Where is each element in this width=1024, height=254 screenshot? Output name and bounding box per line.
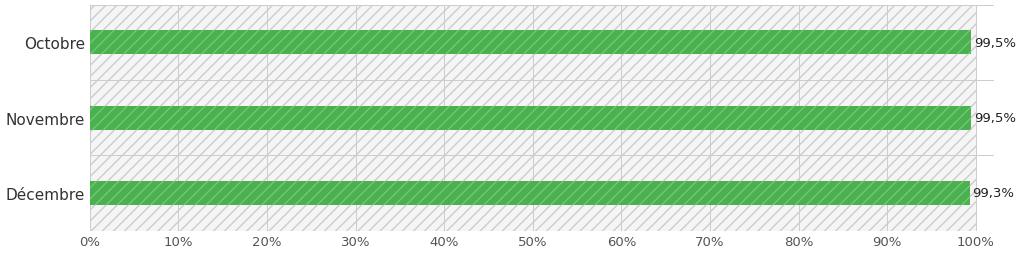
Bar <box>90 156 976 231</box>
Bar <box>90 181 970 205</box>
Text: 99,5%: 99,5% <box>974 37 1016 50</box>
Bar <box>90 31 972 55</box>
Bar <box>90 81 976 156</box>
Bar <box>90 106 972 130</box>
Bar <box>90 6 976 81</box>
Text: 99,5%: 99,5% <box>974 112 1016 124</box>
Text: 99,3%: 99,3% <box>973 187 1015 200</box>
